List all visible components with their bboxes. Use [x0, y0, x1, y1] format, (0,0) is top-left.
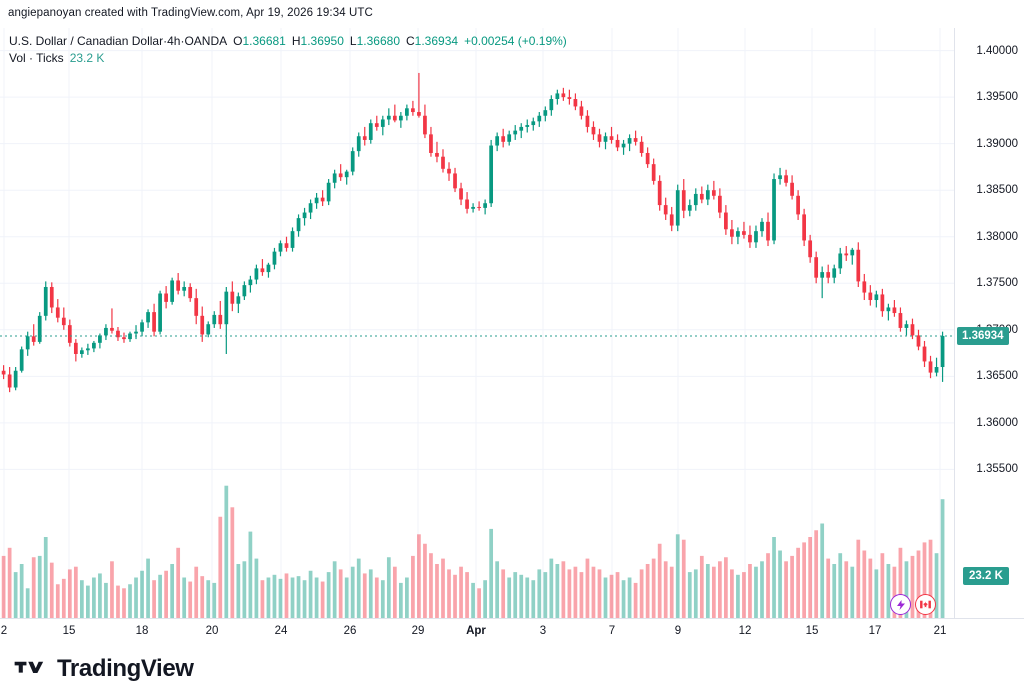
time-tick-7: Apr	[466, 625, 486, 637]
current-volume-badge[interactable]: 23.2 K	[963, 567, 1009, 585]
lightning-bolt-icon[interactable]	[890, 594, 911, 615]
tradingview-footer: TradingView	[14, 655, 194, 683]
time-tick-11: 12	[738, 625, 752, 637]
chart-svg	[0, 28, 954, 618]
time-tick-2: 18	[135, 625, 149, 637]
price-tick-4: 1.38000	[976, 230, 1018, 243]
time-tick-5: 26	[343, 625, 357, 637]
time-tick-4: 24	[274, 625, 288, 637]
time-tick-13: 17	[868, 625, 882, 637]
time-tick-6: 29	[411, 625, 425, 637]
price-tick-3: 1.38500	[976, 184, 1018, 197]
price-tick-5: 1.37500	[976, 277, 1018, 290]
tradingview-logo-icon	[14, 661, 44, 673]
time-tick-9: 7	[608, 625, 616, 637]
time-tick-8: 3	[539, 625, 547, 637]
canada-flag-icon[interactable]	[915, 594, 936, 615]
attribution-text: angiepanoyan created with TradingView.co…	[8, 7, 373, 19]
time-tick-3: 20	[205, 625, 219, 637]
chart-canvas[interactable]	[0, 28, 954, 618]
price-tick-8: 1.36000	[976, 416, 1018, 429]
current-price-badge[interactable]: 1.36934	[957, 326, 1009, 345]
time-tick-0: 2	[0, 625, 8, 637]
tradingview-wordmark: TradingView	[57, 655, 194, 682]
time-tick-14: 21	[933, 625, 947, 637]
chart-mini-badges	[890, 594, 936, 615]
time-tick-10: 9	[674, 625, 682, 637]
time-tick-1: 15	[62, 625, 76, 637]
price-scale[interactable]: 1.40000 1.39500 1.39000 1.38500 1.38000 1.375…	[954, 28, 1024, 618]
time-tick-12: 15	[805, 625, 819, 637]
price-tick-7: 1.36500	[976, 370, 1018, 383]
price-tick-2: 1.39000	[976, 137, 1018, 150]
price-tick-1: 1.39500	[976, 91, 1018, 104]
price-tick-9: 1.35500	[976, 463, 1018, 476]
price-tick-0: 1.40000	[976, 44, 1018, 57]
time-scale[interactable]: 2 15 18 20 24 26 29 Apr 3 7 9 12 15 17 21	[0, 618, 1024, 646]
